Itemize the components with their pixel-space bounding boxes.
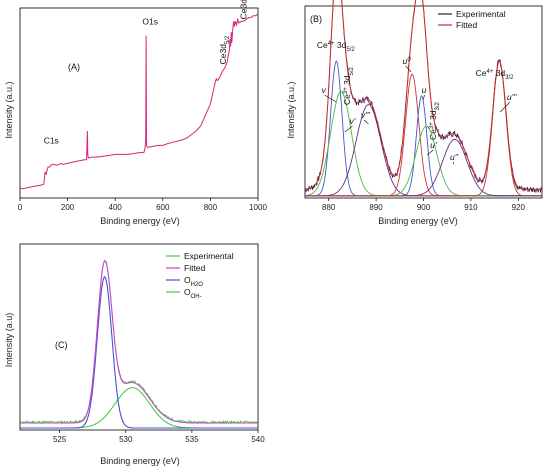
- panel-b-xtick-label-2: 900: [417, 203, 431, 212]
- panel-b-xtick-label-0: 880: [322, 203, 336, 212]
- panel-b-component-5: [305, 125, 542, 197]
- panel-a-label-c1s: C1s: [44, 136, 59, 146]
- panel-b-peak-label-7: u''': [507, 92, 517, 102]
- panel-b-peak-label-3: u0: [403, 56, 412, 66]
- panel-a-xtick-label-0: 0: [18, 203, 23, 212]
- panel-b-label-ce3-3-2: Ce3+ 3d3/2: [428, 101, 441, 140]
- panel-b-component-1: [304, 91, 542, 197]
- panel-c: (C) Intensity (a.u) Binding energy (eV) …: [4, 243, 265, 466]
- panel-b-xlabel: Binding energy (eV): [378, 216, 458, 226]
- panel-a-label-ce3d-3-2: Ce3d3/2: [238, 0, 251, 19]
- panel-c-legend-label-2: OH2O: [184, 275, 203, 288]
- panel-c-frame: [19, 243, 259, 431]
- panel-b-peak-label-5: u': [430, 140, 437, 150]
- panel-b-peak-pointer-0: [324, 94, 337, 103]
- panel-a-frame: [19, 7, 259, 199]
- panel-c-legend-label-0: Experimental: [184, 251, 234, 261]
- panel-c-fitted-line: [20, 260, 258, 424]
- panel-a-ylabel: Intensity (a.u.): [4, 81, 14, 138]
- panel-c-oh2o-line: [20, 276, 258, 429]
- panel-b-peak-pointer-1: [344, 125, 353, 133]
- panel-b-tag: (B): [310, 14, 322, 24]
- panel-c-xtick-label-3: 540: [251, 435, 265, 444]
- panel-b-peak-label-2: v''': [361, 110, 370, 120]
- panel-a-axes: 0 200 400 600 800 1000: [18, 7, 267, 212]
- panel-a-xlabel: Binding energy (eV): [100, 216, 180, 226]
- panel-b-label-ce3-5-2: Ce3+ 3d5/2: [342, 66, 355, 105]
- panel-b-peak-label-1: v': [350, 116, 356, 126]
- panel-b-legend-label-0: Experimental: [456, 9, 506, 19]
- panel-b-xtick-label-1: 890: [369, 203, 383, 212]
- panel-b-xtick-label-4: 920: [512, 203, 526, 212]
- panel-a-xtick-label-3: 600: [156, 203, 170, 212]
- panel-c-axes: 525 530 535 540: [19, 243, 265, 444]
- panel-a-xtick-label-2: 400: [109, 203, 123, 212]
- panel-b-peak-pointer-6: [452, 161, 455, 165]
- panel-b-peak-label-6: u'': [450, 152, 458, 162]
- panel-b-peak-pointer-2: [363, 119, 369, 125]
- panel-c-xtick-label-1: 530: [119, 435, 133, 444]
- panel-b-xtick-label-3: 910: [464, 203, 478, 212]
- panel-b-legend-label-1: Fitted: [456, 20, 478, 30]
- panel-b-peak-pointer-3: [405, 65, 412, 73]
- panel-a-label-o1s: O1s: [142, 17, 158, 27]
- panel-b-peak-label-4: u: [422, 85, 427, 95]
- panel-a-xtick-label-1: 200: [61, 203, 75, 212]
- panel-c-legend-label-1: Fitted: [184, 263, 206, 273]
- panel-a-spectrum: [20, 13, 259, 190]
- panel-a-tag: (A): [68, 62, 80, 72]
- panel-a-xtick-label-5: 1000: [249, 203, 267, 212]
- panel-c-ylabel: Intensity (a.u): [4, 313, 14, 368]
- panel-b-label-ce4-5-2: Ce4+ 3d5/2: [317, 40, 356, 53]
- panel-c-xtick-label-2: 535: [185, 435, 199, 444]
- panel-a-label-ce3d-5-2: Ce3d5/2: [218, 35, 231, 64]
- panel-b-peak-pointer-4: [422, 94, 425, 101]
- panel-b-annotations: Ce4+ 3d5/2 Ce4+ 3d3/2 Ce3+ 3d5/2 Ce3+ 3d3/2…: [317, 40, 517, 165]
- panel-b-peak-label-0: v: [322, 85, 327, 95]
- panel-a: (A) Intensity (a.u.) Binding energy (eV)…: [4, 0, 267, 226]
- panel-c-xlabel: Binding energy (eV): [100, 456, 180, 466]
- panel-a-annotations: C1s O1s Ce3d5/2 Ce3d3/2: [44, 0, 251, 146]
- panel-b-peak-pointer-5: [427, 149, 434, 156]
- panel-c-legend-label-3: OOH-: [184, 287, 202, 300]
- panel-b-fitted-line: [304, 0, 542, 190]
- panel-b-ylabel: Intensity (a.u.): [286, 81, 296, 138]
- panel-b-axes: 880 890 900 910 920: [304, 0, 543, 212]
- panel-b: (B) Intensity (a.u.) Binding energy (eV)…: [286, 0, 543, 226]
- panel-b-peak-pointer-7: [500, 101, 511, 113]
- panel-c-tag: (C): [55, 340, 68, 350]
- panel-c-xtick-label-0: 525: [53, 435, 67, 444]
- panel-a-xtick-label-4: 800: [204, 203, 218, 212]
- panel-b-label-ce4-3-2: Ce4+ 3d3/2: [476, 68, 515, 81]
